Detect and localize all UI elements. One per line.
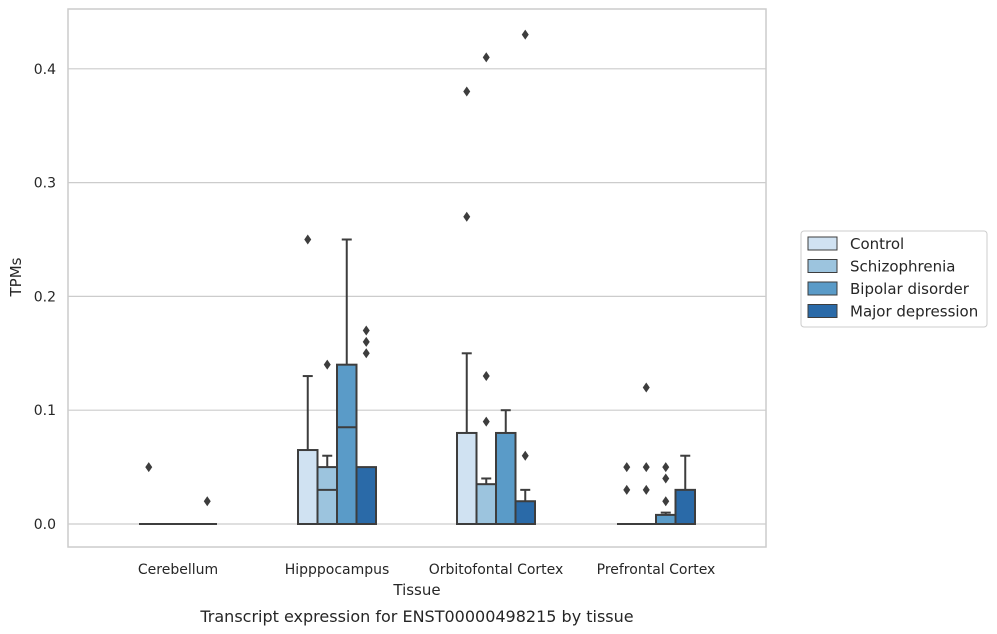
- outlier-point: [642, 484, 650, 495]
- legend-swatch: [807, 304, 838, 318]
- outlier-point: [642, 382, 650, 393]
- outlier-point: [463, 86, 471, 97]
- box-major-depression: [674, 454, 696, 525]
- x-tick-labels: Cerebellum Hipppocampus Orbitofontal Corte…: [138, 562, 715, 578]
- outlier-point: [203, 496, 211, 507]
- box-body: [336, 363, 358, 525]
- legend-frame: [800, 230, 988, 328]
- boxes: [139, 29, 696, 526]
- y-tick-label: 0.1: [34, 403, 56, 419]
- y-axis-title: TPMs: [7, 257, 25, 297]
- outlier-point: [662, 496, 670, 507]
- box-control: [456, 86, 478, 525]
- plot-frame: [67, 8, 767, 548]
- x-tick-label: Orbitofontal Cortex: [429, 562, 564, 578]
- box-body: [456, 431, 478, 525]
- box-control: [139, 462, 159, 525]
- box-major-depression: [197, 496, 217, 525]
- outlier-point: [662, 462, 670, 473]
- outlier-point: [521, 450, 529, 461]
- box-schizophrenia: [636, 382, 656, 525]
- box-body: [514, 500, 536, 525]
- legend: Control Schizophrenia Bipolar disorder Majo…: [800, 230, 988, 328]
- outlier-point: [463, 211, 471, 222]
- y-tick-label: 0.2: [34, 289, 56, 305]
- y-tick-label: 0.0: [34, 517, 56, 533]
- legend-label: Schizophrenia: [850, 258, 955, 276]
- box-bipolar-disorder: [495, 409, 517, 525]
- legend-label: Major depression: [850, 303, 978, 321]
- outlier-point: [482, 416, 490, 427]
- x-tick-label: Prefrontal Cortex: [597, 562, 716, 578]
- box-major-depression: [514, 29, 536, 525]
- box-body: [674, 488, 696, 525]
- y-tick-label: 0.3: [34, 176, 56, 192]
- outlier-point: [521, 29, 529, 40]
- legend-label: Bipolar disorder: [850, 280, 970, 298]
- box-bipolar-disorder: [336, 238, 358, 525]
- x-axis-title: Tissue: [392, 581, 440, 599]
- box-body: [655, 513, 677, 525]
- outlier-point: [323, 359, 331, 370]
- legend-swatch: [807, 236, 838, 251]
- chart-caption: Transcript expression for ENST0000049821…: [199, 607, 633, 626]
- box-body: [316, 466, 338, 526]
- box-body: [475, 483, 497, 526]
- outlier-point: [623, 462, 631, 473]
- box-body: [355, 466, 377, 526]
- outlier-point: [662, 473, 670, 484]
- outlier-point: [362, 348, 370, 359]
- outlier-point: [482, 371, 490, 382]
- y-tick-label: 0.4: [34, 62, 56, 78]
- legend-label: Control: [850, 235, 904, 253]
- outlier-point: [623, 484, 631, 495]
- box-body: [495, 431, 517, 525]
- outlier-point: [362, 336, 370, 347]
- box-bipolar-disorder: [655, 462, 677, 525]
- outlier-point: [304, 234, 312, 245]
- outlier-point: [642, 462, 650, 473]
- outlier-point: [145, 462, 153, 473]
- x-tick-label: Cerebellum: [138, 562, 218, 578]
- box-control: [297, 234, 319, 525]
- box-schizophrenia: [316, 359, 338, 526]
- legend-swatch: [807, 281, 838, 296]
- x-tick-label: Hipppocampus: [285, 562, 390, 578]
- box-schizophrenia: [475, 52, 497, 526]
- y-tick-labels: 0.0 0.1 0.2 0.3 0.4: [34, 62, 56, 533]
- grid-lines: [68, 68, 766, 525]
- box-body: [297, 449, 319, 525]
- legend-swatch: [807, 259, 838, 273]
- box-control: [617, 462, 637, 525]
- outlier-point: [362, 325, 370, 336]
- outlier-point: [482, 52, 490, 63]
- box-major-depression: [355, 325, 377, 526]
